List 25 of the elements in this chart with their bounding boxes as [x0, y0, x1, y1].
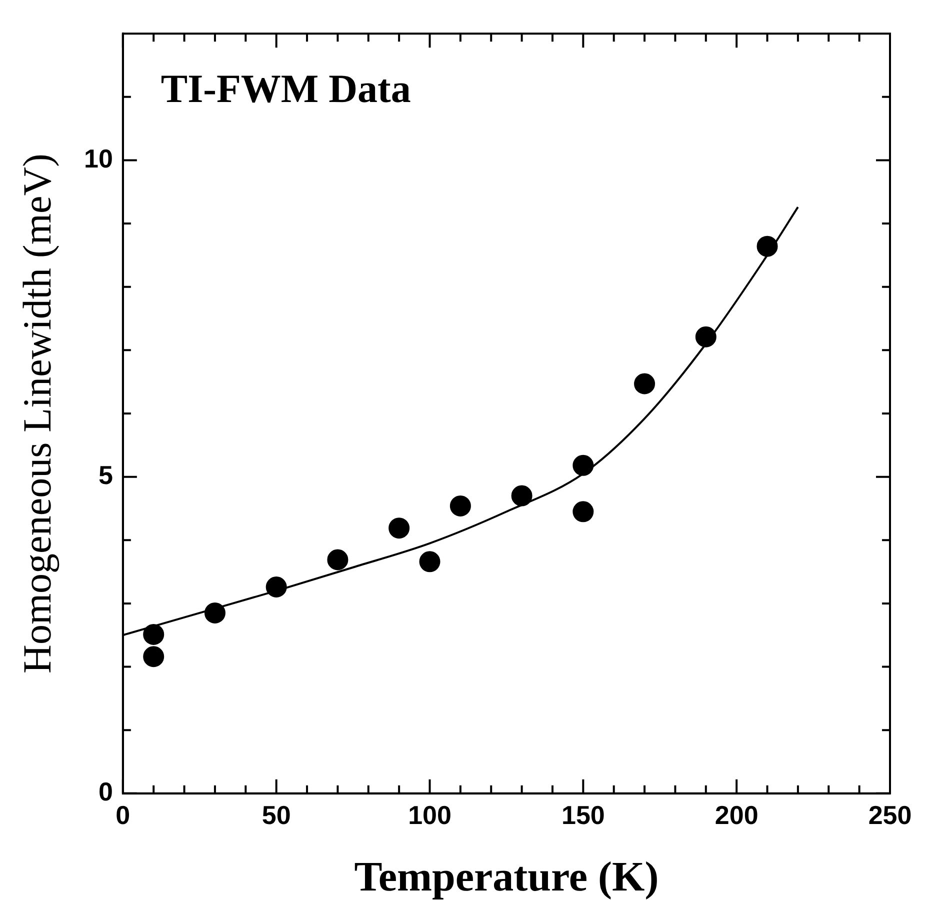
y-tick-label: 5 [98, 460, 113, 490]
point [143, 624, 164, 645]
x-tick-label: 200 [714, 800, 758, 830]
point [695, 326, 716, 348]
x-tick-label: 100 [408, 800, 452, 830]
x-tick-label: 250 [868, 800, 912, 830]
point [143, 646, 164, 668]
x-axis-title: Temperature (K) [354, 854, 659, 901]
point [450, 495, 471, 516]
y-tick-label: 10 [84, 143, 113, 174]
x-tick-label: 50 [262, 800, 291, 830]
point [634, 373, 656, 394]
x-tick-label: 150 [561, 800, 605, 830]
y-tick-label: 0 [98, 776, 113, 807]
point [756, 236, 778, 257]
point [266, 576, 287, 598]
point [419, 551, 440, 572]
point [511, 485, 532, 506]
point [388, 518, 410, 539]
point [572, 454, 594, 476]
y-axis-title: Homogeneous Linewidth (meV) [14, 154, 60, 674]
text: TI-FWM Data [160, 66, 411, 111]
point [204, 602, 226, 624]
point [572, 501, 594, 522]
point [327, 549, 348, 570]
